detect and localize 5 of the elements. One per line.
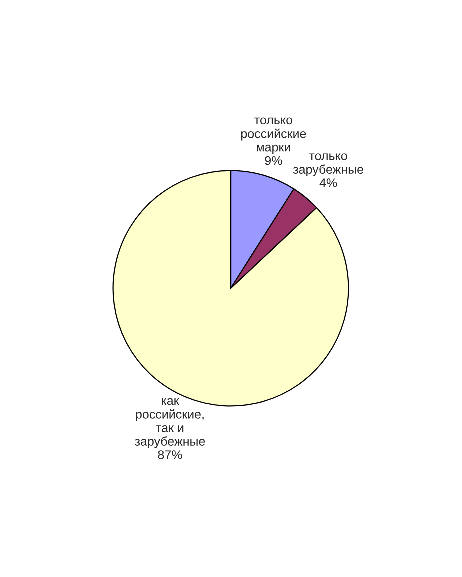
slice-label: как российские, так и зарубежные bbox=[135, 398, 206, 448]
data-label: 87% bbox=[158, 450, 182, 460]
data-label: 4% bbox=[320, 178, 338, 188]
data-label: 9% bbox=[265, 156, 282, 166]
slice-label: только зарубежные bbox=[293, 154, 364, 176]
